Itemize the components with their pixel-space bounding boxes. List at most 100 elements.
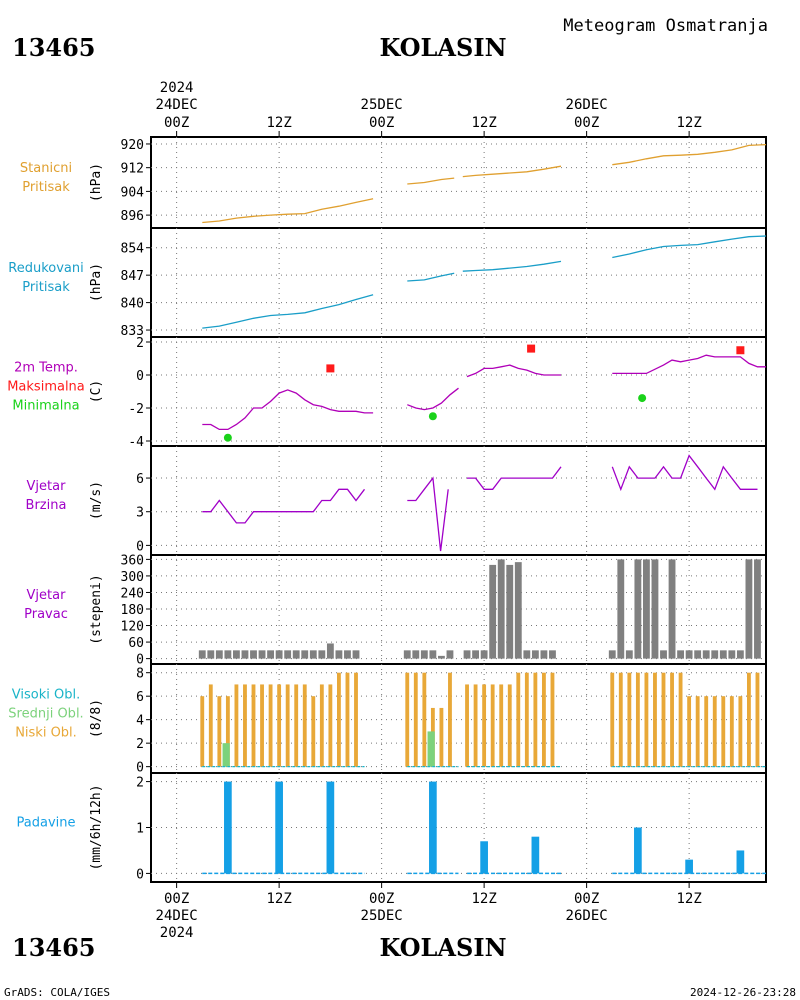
station-id-top: 13465 [12,33,96,62]
cloud-low-bar [704,696,709,767]
winddir-bar [489,564,497,659]
winddir-bar [412,650,420,659]
panel-temperature: -4 -2 0 2 (C) 2m Temp. Maksimalna Minimalna [7,336,767,450]
y-tick-label: 896 [121,209,144,224]
cloud-low-bar [721,696,726,767]
cloud-low-bar [533,672,538,767]
precip-bar [429,781,437,874]
winddir-bar [258,650,266,659]
y-tick-label: 0 [136,369,144,384]
cloud-low-bar [635,672,640,767]
winddir-bar [284,650,292,659]
winddir-bar [215,650,223,659]
y-tick-label: 2 [136,776,144,791]
station-id-bottom: 13465 [12,933,96,962]
cloud-mid-bar [430,731,435,767]
y-tick-label: 0 [136,867,144,882]
hour-tick-label-bottom: 00Z [574,891,599,907]
series-line-wind_speed [467,466,562,490]
cloud-low-bar [354,672,358,767]
winddir-bar [275,650,283,659]
panel-clouds: 0 2 4 6 8 (8/8) Visoki Obl. Srednji Obl. Niski O… [8,663,767,776]
panel-label-line: Pravac [24,607,68,622]
cloud-low-bar [516,672,521,767]
panel-station_pressure: 896 904 912 920 (hPa) Stanicni Pritisak [20,136,767,229]
winddir-bar [446,650,454,659]
y-tick-label: 912 [121,162,144,177]
hour-tick-label-bottom: 12Z [266,891,291,907]
y-tick-label: 6 [136,690,144,705]
winddir-bar [617,559,625,659]
precip-bar [326,781,335,874]
y-tick-label: 240 [121,586,144,601]
cloud-low-bar [336,672,341,767]
series-line-temperature [612,354,766,375]
panel-label-line: Redukovani [8,261,83,276]
cloud-low-bar [251,684,256,767]
panel-frame [150,772,767,883]
panel-label-line: Minimalna [12,399,79,414]
y-tick-label: 854 [121,242,145,257]
station-name-top: KOLASIN [379,33,506,62]
cloud-low-bar [653,672,657,767]
precip-bar [224,781,232,874]
precip-bar [685,859,693,874]
winddir-bar [301,650,309,659]
year-label-top: 2024 [160,80,194,96]
cloud-low-bar [618,672,623,767]
winddir-bar [625,650,633,659]
winddir-bar [728,650,736,659]
series-line-reduced_pressure [462,260,562,272]
precip-bar [531,836,540,874]
cloud-low-bar [200,696,205,767]
winddir-bar [403,650,411,659]
cloud-low-bar [507,684,512,767]
panel-label-line: Maksimalna [7,380,85,395]
cloud-low-bar [473,684,478,767]
temp-max-marker [527,344,536,353]
hour-tick-label-bottom: 00Z [369,891,394,907]
precip-bar [736,850,745,874]
winddir-bar [326,643,334,659]
cloud-low-bar [302,684,307,767]
hour-tick-label-bottom: 00Z [164,891,189,907]
cloud-low-bar [277,684,282,767]
winddir-bar [352,650,360,659]
series-line-reduced_pressure [202,294,374,329]
winddir-bar [335,650,343,659]
winddir-bar [267,650,274,659]
winddir-bar [651,559,659,659]
winddir-bar [497,559,505,659]
y-tick-label: 8 [136,667,144,682]
winddir-bar [198,650,206,659]
panel-unit-label: (C) [89,380,104,403]
cloud-low-bar [465,684,469,767]
cloud-low-bar [712,696,717,767]
winddir-bar [523,650,531,659]
panel-label-line: Srednji Obl. [8,707,83,722]
panel-unit-label: (mm/6h/12h) [89,784,104,870]
cloud-low-bar [746,672,751,767]
cloud-low-bar [405,672,410,767]
day-label-top: 26DEC [566,97,608,113]
series-line-station_pressure [407,177,455,185]
winddir-bar [685,650,693,659]
series-line-temperature [202,389,374,431]
winddir-bar [309,650,317,659]
winddir-bar [549,650,556,659]
hour-tick-label-top: 12Z [676,115,701,131]
winddir-bar [643,559,650,659]
winddir-bar [207,650,215,659]
series-line-wind_speed [202,488,366,524]
y-tick-label: 2 [136,737,144,752]
hour-tick-label-top: 12Z [266,115,291,131]
winddir-bar [233,650,240,659]
temp-max-marker [736,346,745,355]
cloud-low-bar [234,684,239,767]
precip-bar [480,841,488,874]
winddir-bar [702,650,710,659]
y-tick-label: 4 [136,714,144,729]
y-tick-label: 1 [136,822,144,837]
day-label-bottom: 25DEC [361,908,403,924]
cloud-low-bar [448,672,452,767]
